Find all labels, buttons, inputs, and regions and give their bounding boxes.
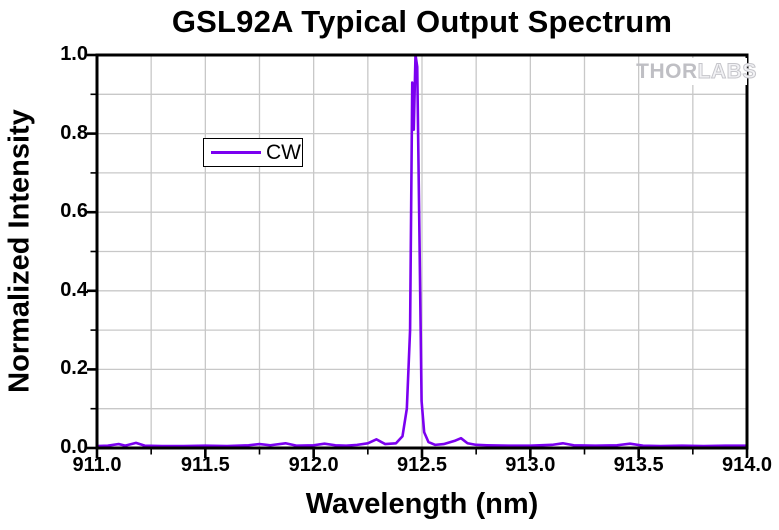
y-tick-label: 1.0 (60, 43, 88, 65)
thorlabs-watermark: THOR LABS (636, 58, 757, 85)
y-tick-label: 0.2 (60, 357, 88, 380)
y-tick-label: 0.8 (60, 121, 88, 144)
y-tick-label: 0.6 (60, 200, 88, 223)
x-tick-label: 913.0 (505, 454, 556, 476)
y-tick-label: 0.4 (60, 278, 88, 301)
chart-title: GSL92A Typical Output Spectrum (171, 4, 673, 39)
x-tick-label: 913.5 (613, 454, 664, 476)
x-tick-label: 911.0 (72, 454, 122, 476)
watermark-text-labs: LABS (697, 60, 757, 83)
x-tick-label: 912.5 (396, 454, 448, 476)
legend: CW (203, 138, 303, 167)
x-tick-label: 914.0 (721, 454, 773, 476)
x-tick-label: 911.5 (180, 454, 230, 476)
legend-line-swatch (211, 151, 261, 154)
y-tick-label: 0.0 (60, 436, 88, 458)
legend-label: CW (266, 141, 301, 164)
x-axis-title: Wavelength (nm) (305, 488, 539, 520)
watermark-text-thor: THOR (636, 60, 698, 83)
axis-frame (95, 53, 749, 450)
spectrum-curve (95, 53, 749, 448)
x-tick-label: 912.0 (288, 454, 339, 476)
